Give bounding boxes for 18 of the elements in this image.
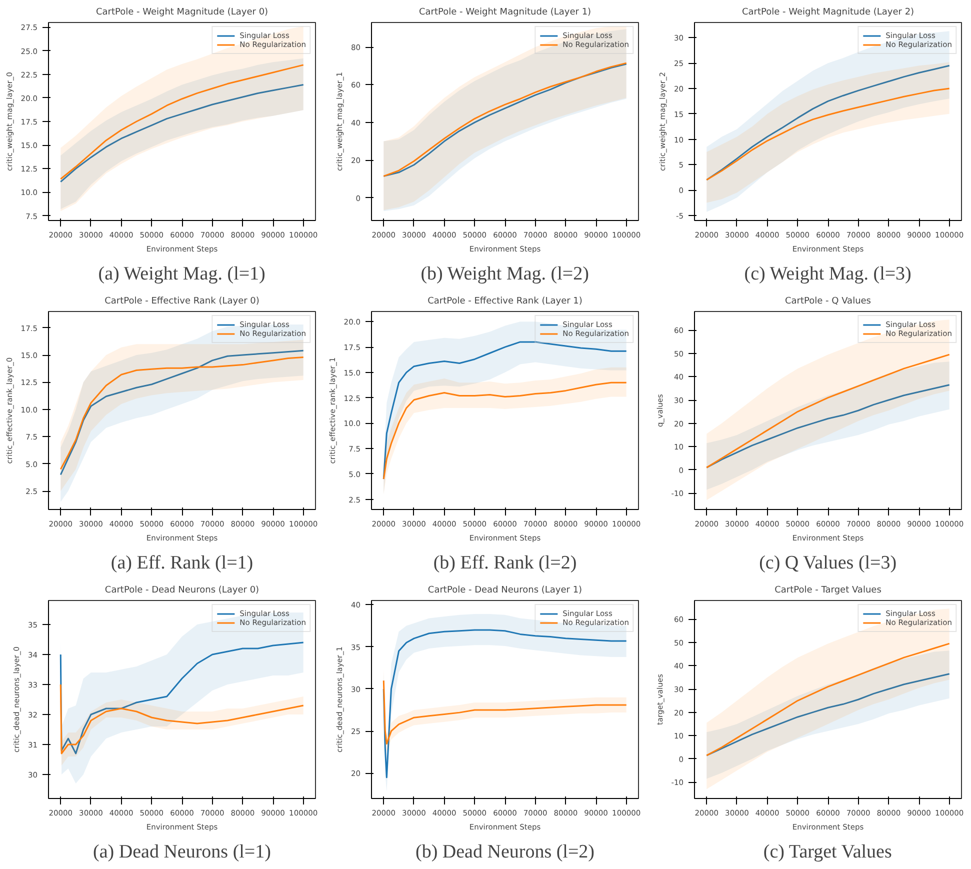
- chart-title: CartPole - Dead Neurons (Layer 1): [428, 586, 582, 596]
- chart-title: CartPole - Effective Rank (Layer 1): [428, 296, 582, 306]
- text: (b) Dead Neurons (l=2): [415, 842, 595, 862]
- chart-title: CartPole - Target Values: [774, 586, 882, 596]
- text: (c) Weight Mag. (l=3): [744, 264, 912, 284]
- text: (c) Target Values: [763, 842, 892, 862]
- text: (a) Eff. Rank (l=1): [110, 552, 254, 574]
- chart-title: CartPole - Effective Rank (Layer 0): [104, 296, 260, 306]
- chart-title: CartPole - Dead Neurons (Layer 0): [104, 586, 260, 596]
- chart-title: CartPole - Weight Magnitude (Layer 2): [742, 8, 914, 18]
- text: (b) Eff. Rank (l=2): [433, 552, 577, 574]
- text: (a) Dead Neurons (l=1): [93, 842, 271, 862]
- text: (a) Weight Mag. (l=1): [98, 264, 266, 284]
- text: (b) Weight Mag. (l=2): [420, 264, 589, 284]
- chart-title: CartPole - Q Values: [785, 296, 872, 306]
- text: (c) Q Values (l=3): [759, 552, 897, 574]
- chart-title: CartPole - Weight Magnitude (Layer 1): [418, 8, 592, 18]
- chart-title: CartPole - Weight Magnitude (Layer 0): [96, 8, 268, 18]
